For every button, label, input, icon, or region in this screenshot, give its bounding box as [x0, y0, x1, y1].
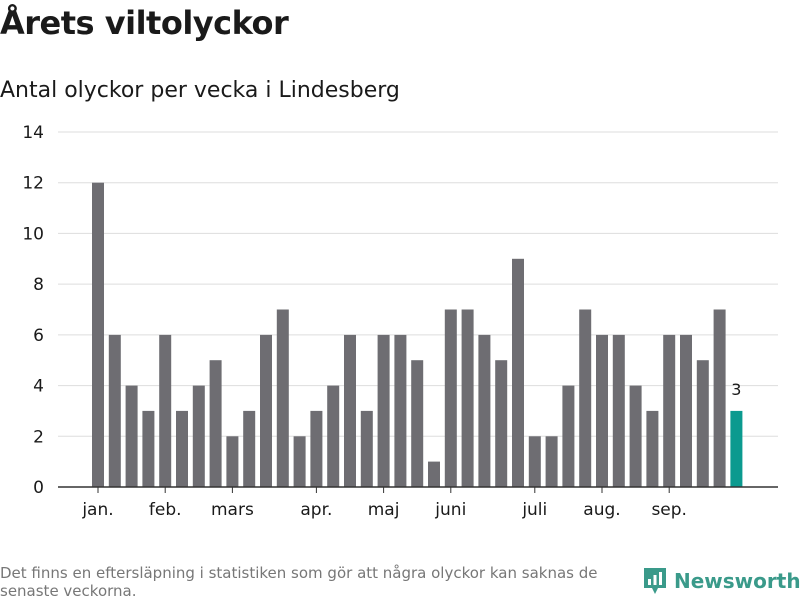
y-tick-label: 2: [33, 427, 44, 447]
bar: [461, 309, 474, 487]
bar: [260, 334, 272, 487]
bar: [142, 410, 155, 487]
footnote: Det finns en eftersläpning i statistiken…: [0, 564, 598, 600]
bar: [545, 436, 558, 487]
highlight-bar: [730, 410, 743, 487]
y-tick-label: 8: [33, 275, 44, 295]
x-tick-label: juli: [521, 500, 547, 520]
bar: [629, 385, 642, 487]
bar: [344, 334, 356, 487]
bar: [310, 410, 323, 487]
bar: [108, 334, 121, 487]
x-tick-label: mars: [211, 500, 254, 520]
bar: [293, 436, 306, 487]
bar: [562, 385, 575, 487]
x-tick-label: aug.: [583, 500, 620, 520]
bar: [411, 360, 424, 487]
bar: [92, 182, 104, 487]
brand[interactable]: Newsworthy: [642, 566, 800, 596]
newsworthy-logo-icon: [644, 568, 666, 594]
bar: [663, 334, 676, 487]
bar: [125, 385, 138, 487]
chart-title: Årets viltolyckor: [0, 4, 289, 42]
bar: [512, 258, 524, 487]
bar: [327, 385, 340, 487]
bar: [612, 334, 625, 487]
y-tick-label: 10: [22, 224, 44, 244]
brand-label: Newsworthy: [674, 569, 800, 593]
bar: [394, 334, 407, 487]
x-tick-label: juni: [434, 500, 466, 520]
y-tick-label: 4: [33, 377, 44, 397]
bar: [680, 334, 692, 487]
bar: [478, 334, 491, 487]
bar: [192, 385, 205, 487]
bar: [428, 461, 440, 487]
bar: [377, 334, 390, 487]
bar: [713, 309, 726, 487]
x-tick-label: feb.: [149, 500, 182, 520]
bar: [596, 334, 608, 487]
bar: [209, 360, 222, 487]
bar: [243, 410, 256, 487]
bar: [495, 360, 508, 487]
bar-chart: 0 2 4 6 8 10 12 14 3 jan. feb. mars apr. maj juni juli a…: [22, 123, 778, 520]
chart-subtitle: Antal olyckor per vecka i Lindesberg: [0, 78, 400, 103]
y-tick-label: 0: [33, 478, 44, 498]
bar: [528, 436, 541, 487]
bar: [696, 360, 709, 487]
bar: [226, 436, 239, 487]
data-label: 3: [731, 380, 741, 399]
bar: [276, 309, 289, 487]
x-tick-label: apr.: [300, 500, 332, 520]
bar: [360, 410, 373, 487]
y-tick-label: 12: [22, 174, 44, 194]
bar: [176, 410, 188, 487]
y-tick-label: 14: [22, 123, 44, 143]
y-tick-label: 6: [33, 326, 44, 346]
bar: [444, 309, 457, 487]
x-tick-label: jan.: [81, 500, 113, 520]
x-tick-label: sep.: [651, 500, 687, 520]
bar: [579, 309, 592, 487]
bar: [646, 410, 659, 487]
bar: [159, 334, 172, 487]
x-tick-label: maj: [368, 500, 400, 520]
